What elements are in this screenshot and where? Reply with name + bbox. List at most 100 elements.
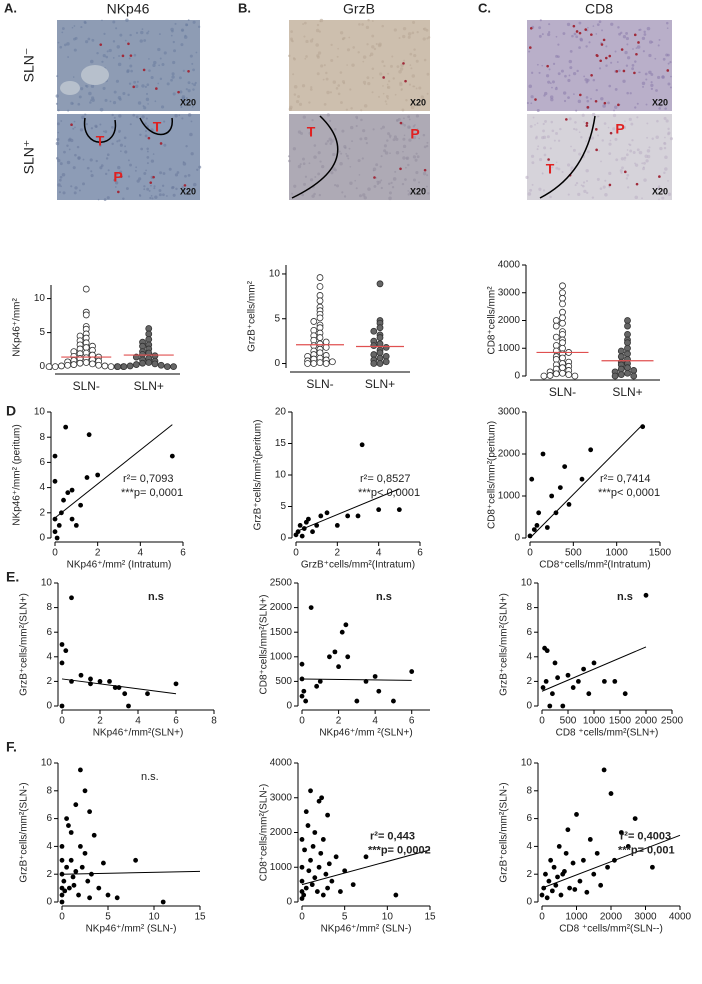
data-point [393, 892, 399, 898]
texture [301, 84, 306, 88]
y-tick-label: 10 [34, 407, 46, 418]
texture [415, 87, 418, 90]
texture [362, 55, 367, 59]
data-point [549, 493, 555, 499]
data-point [59, 642, 65, 647]
texture [586, 179, 589, 183]
texture [371, 67, 375, 70]
x-tick-label: SLN- [549, 385, 576, 399]
data-point [82, 850, 88, 856]
y-tick-label: 8 [46, 602, 52, 613]
texture [316, 72, 320, 76]
texture [59, 175, 63, 179]
texture [113, 178, 116, 182]
texture [116, 173, 119, 176]
texture [134, 169, 137, 172]
texture [526, 101, 529, 105]
texture [337, 92, 341, 96]
texture [426, 141, 429, 144]
y-tick-label: 2 [526, 676, 532, 687]
texture [372, 77, 374, 79]
texture [346, 154, 349, 158]
texture [154, 195, 158, 199]
texture [302, 162, 306, 166]
magnification: X20 [410, 97, 426, 107]
texture [302, 157, 305, 161]
texture [568, 59, 573, 64]
texture [411, 74, 416, 78]
texture [560, 69, 564, 73]
texture [301, 193, 305, 197]
texture [404, 178, 407, 181]
texture [150, 184, 152, 187]
texture [172, 92, 176, 96]
texture [149, 196, 152, 200]
texture [86, 166, 90, 170]
texture [390, 64, 393, 68]
y-tick-label: 1000 [270, 651, 293, 662]
texture [574, 184, 577, 187]
data-point [297, 523, 303, 528]
y-tick-label: 0 [514, 533, 520, 544]
texture [610, 22, 614, 26]
x-tick-label: 2000 [635, 716, 658, 727]
data-point [376, 688, 382, 694]
texture [542, 129, 545, 133]
fit-line [54, 424, 173, 519]
texture [426, 72, 430, 76]
texture [89, 158, 93, 162]
x-tick-label: SLN+ [134, 379, 164, 393]
texture [345, 153, 347, 155]
texture [567, 96, 570, 99]
texture [395, 150, 400, 155]
data-point [88, 676, 93, 682]
texture [73, 25, 76, 27]
texture [577, 99, 582, 104]
texture [355, 187, 358, 190]
texture [418, 181, 421, 184]
stain [546, 64, 549, 68]
texture [182, 69, 185, 73]
y-tick-label: 4 [46, 651, 52, 662]
texture [371, 34, 375, 38]
data-point [299, 661, 305, 667]
texture [527, 192, 532, 196]
data-point [546, 878, 552, 884]
texture [319, 20, 322, 23]
texture [388, 134, 392, 138]
texture [401, 108, 405, 112]
data-point [107, 363, 115, 371]
texture [402, 137, 406, 141]
stain [633, 71, 636, 75]
x-tick-label: 15 [424, 912, 436, 923]
data-point [558, 892, 564, 898]
texture [583, 189, 587, 193]
texture [319, 160, 322, 163]
texture [656, 119, 659, 123]
texture [339, 31, 344, 35]
texture [367, 82, 371, 86]
texture [614, 50, 617, 53]
texture [59, 162, 63, 166]
texture [72, 76, 75, 78]
y-tick-label: 0 [46, 701, 52, 712]
texture [665, 119, 669, 123]
texture [634, 195, 639, 200]
texture [365, 142, 369, 145]
texture [336, 55, 339, 58]
data-point [552, 317, 560, 324]
y-tick-label: 10 [41, 758, 53, 769]
data-point [339, 629, 345, 635]
stain [600, 43, 604, 46]
texture [323, 103, 327, 106]
texture [170, 78, 173, 82]
texture [393, 28, 397, 32]
texture [590, 136, 595, 140]
data-point [598, 882, 604, 888]
texture [544, 91, 548, 96]
data-point [157, 361, 165, 369]
texture [402, 26, 407, 31]
stain [177, 90, 180, 94]
texture [382, 85, 384, 87]
data-point [559, 282, 566, 290]
